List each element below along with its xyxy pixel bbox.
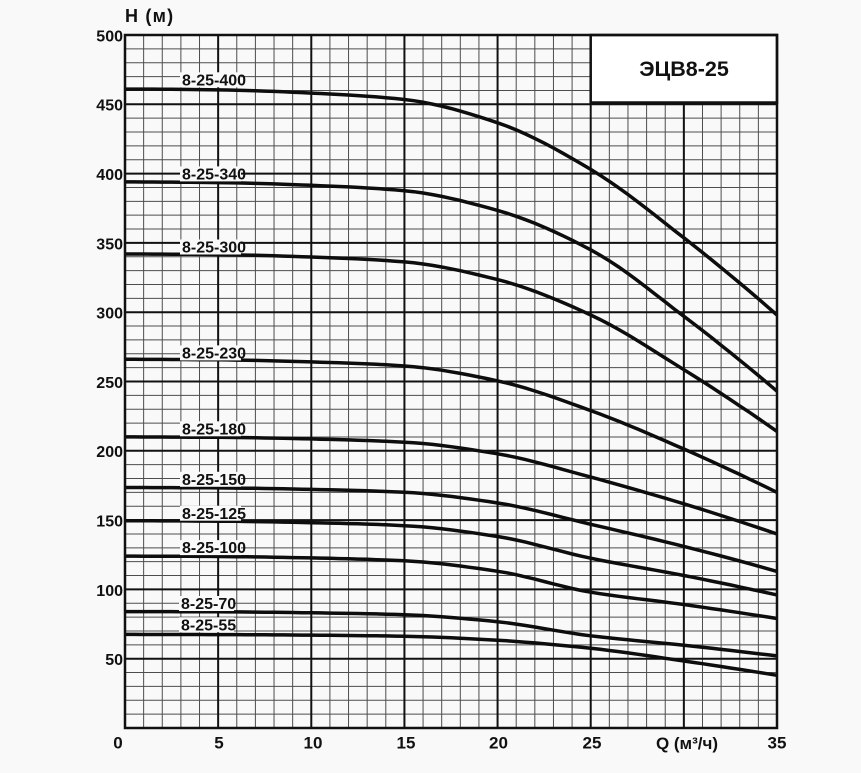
svg-text:200: 200: [96, 444, 123, 461]
svg-text:ЭЦВ8-25: ЭЦВ8-25: [639, 57, 729, 81]
svg-text:35: 35: [768, 734, 787, 753]
svg-text:300: 300: [96, 306, 123, 323]
svg-text:20: 20: [489, 734, 508, 753]
svg-text:350: 350: [96, 236, 123, 253]
svg-text:8-25-70: 8-25-70: [181, 596, 236, 613]
svg-text:8-25-230: 8-25-230: [182, 346, 246, 363]
svg-text:100: 100: [96, 583, 123, 600]
svg-text:25: 25: [583, 734, 602, 753]
svg-text:250: 250: [96, 375, 123, 392]
svg-text:10: 10: [304, 734, 323, 753]
svg-text:5: 5: [214, 734, 223, 753]
svg-text:15: 15: [397, 734, 416, 753]
svg-text:0: 0: [113, 734, 122, 753]
svg-text:8-25-150: 8-25-150: [182, 472, 246, 489]
svg-text:8-25-55: 8-25-55: [181, 617, 236, 634]
svg-text:8-25-100: 8-25-100: [182, 540, 246, 557]
svg-text:400: 400: [96, 167, 123, 184]
svg-text:450: 450: [96, 98, 123, 115]
svg-text:500: 500: [96, 28, 123, 45]
svg-text:8-25-300: 8-25-300: [182, 240, 246, 257]
svg-text:H (м): H (м): [125, 6, 174, 26]
svg-text:8-25-400: 8-25-400: [182, 72, 246, 89]
svg-text:8-25-180: 8-25-180: [182, 421, 246, 438]
svg-text:50: 50: [105, 652, 123, 669]
svg-text:Q (м³/ч): Q (м³/ч): [656, 734, 718, 753]
svg-text:150: 150: [96, 514, 123, 531]
svg-text:8-25-340: 8-25-340: [182, 167, 246, 184]
svg-text:8-25-125: 8-25-125: [182, 506, 246, 523]
